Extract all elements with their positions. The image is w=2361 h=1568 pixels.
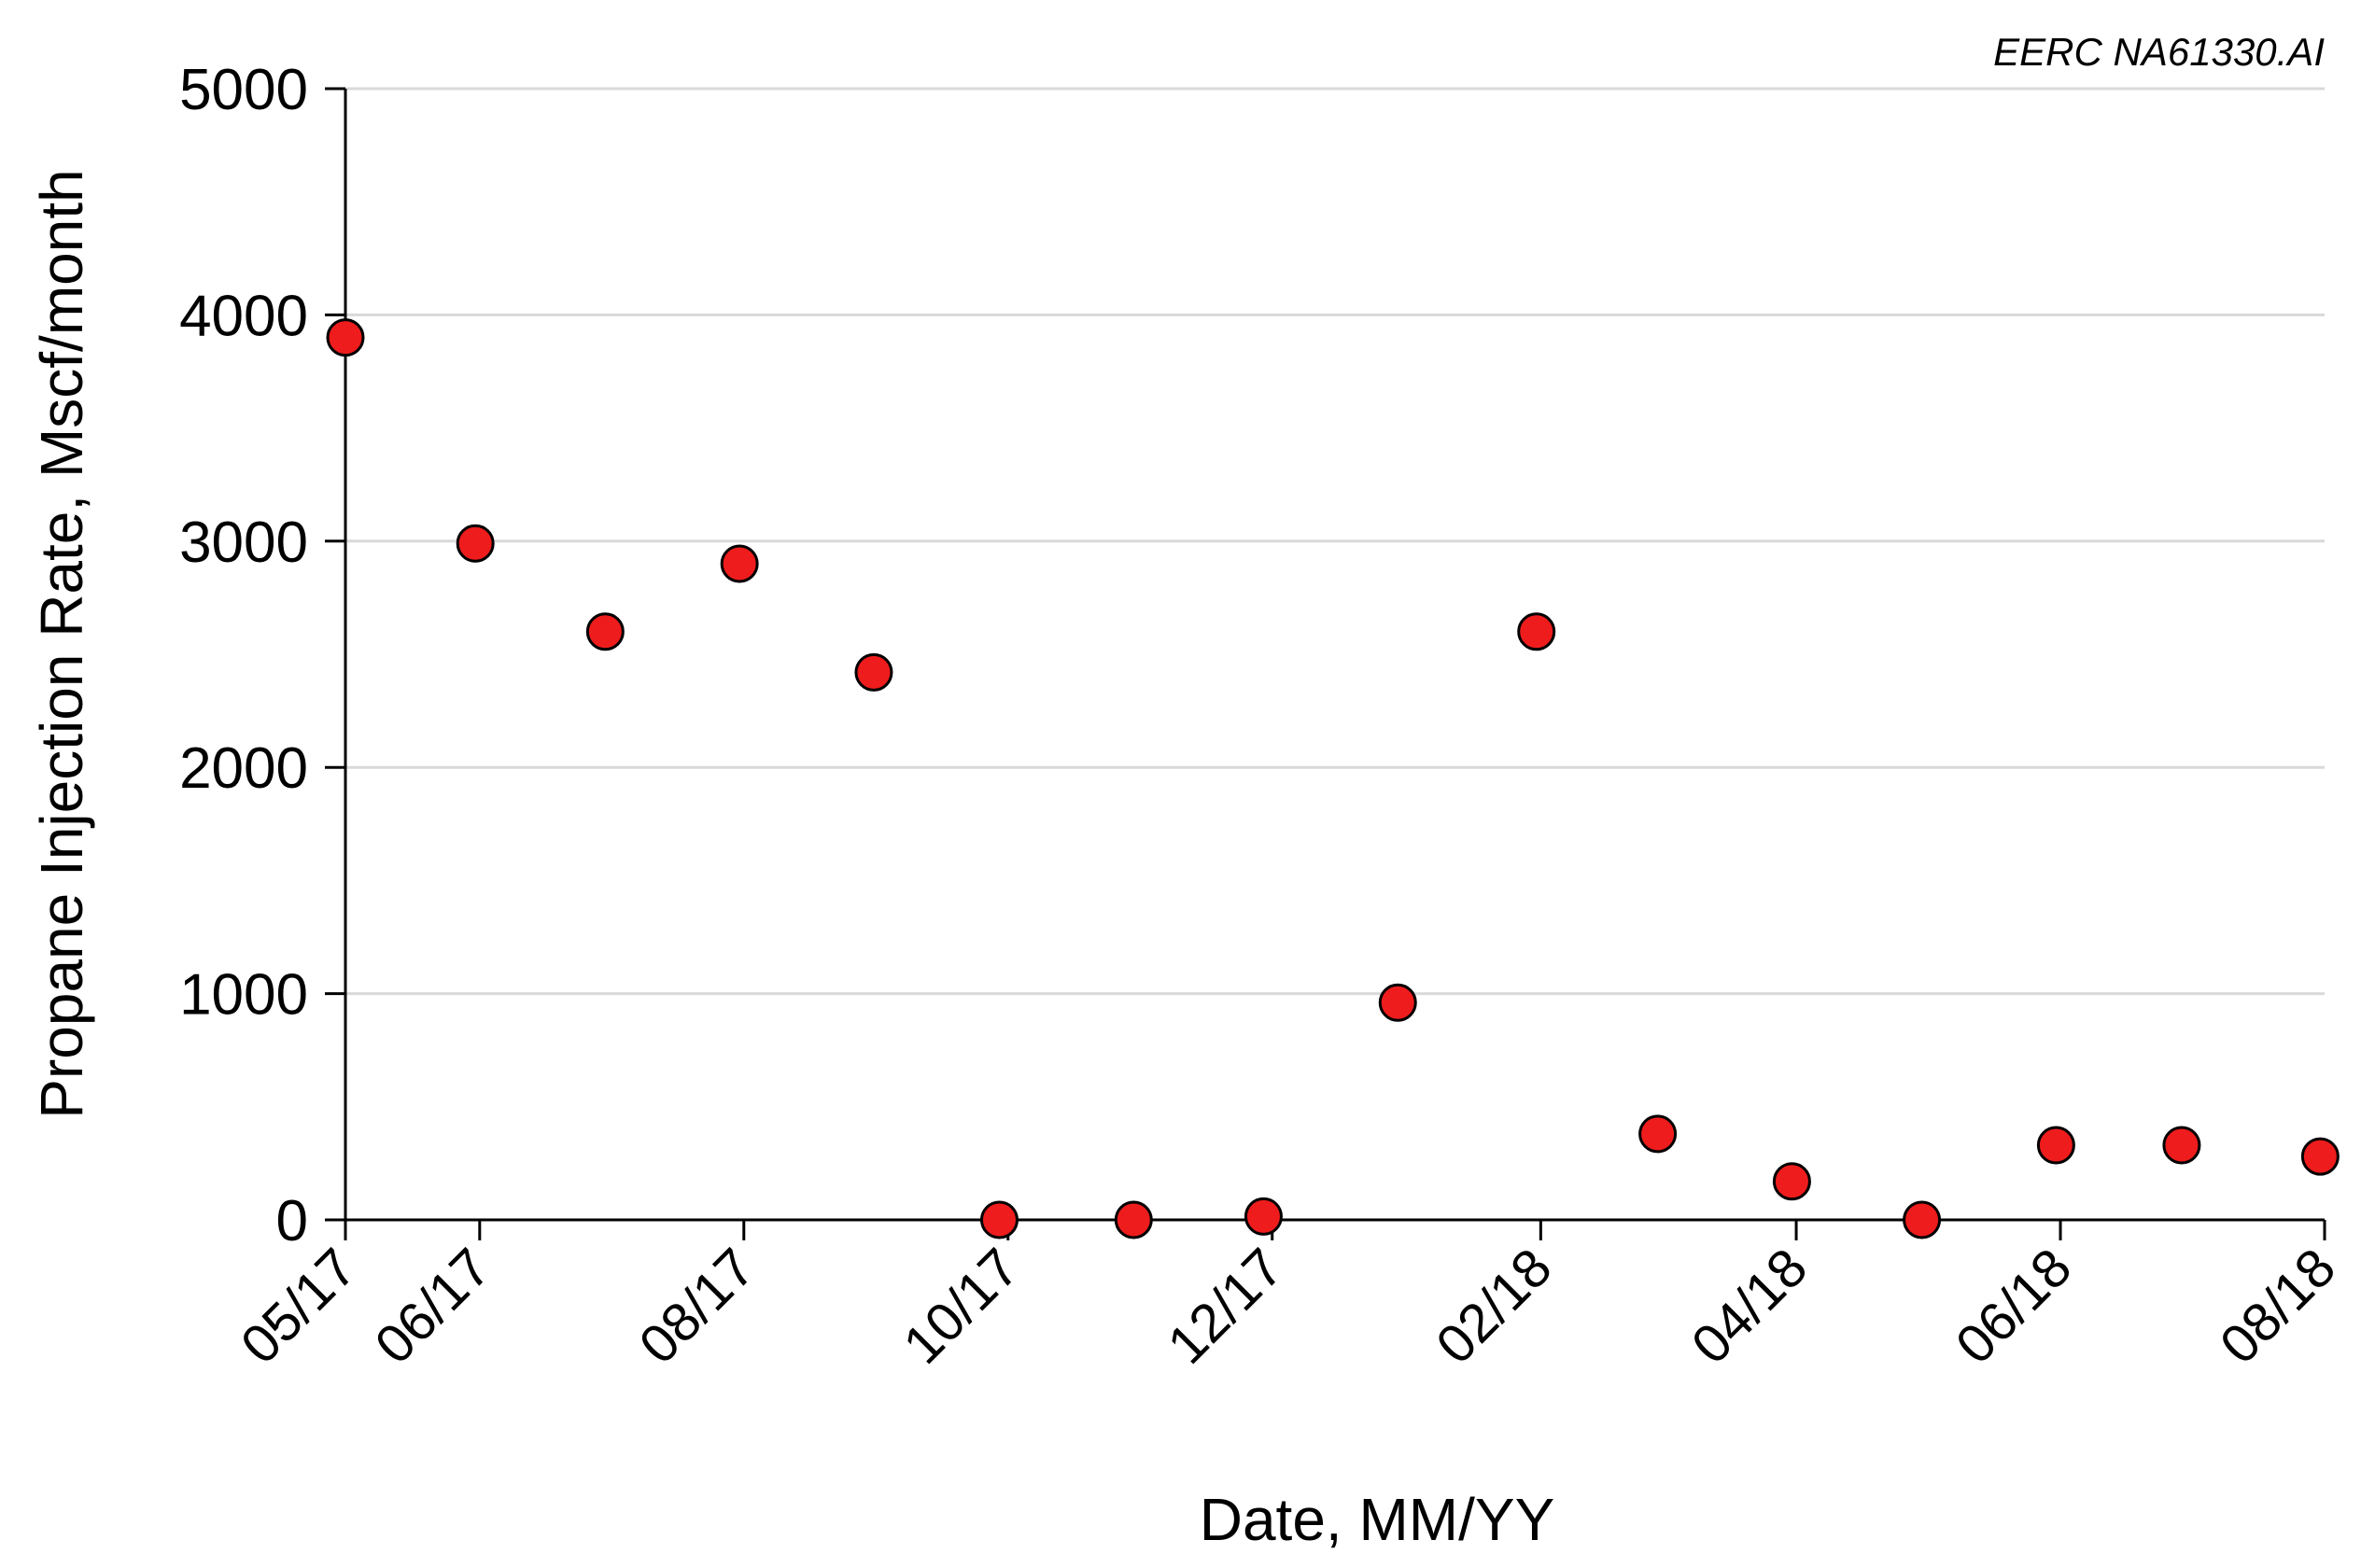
x-tick-label: 06/17 xyxy=(363,1237,502,1376)
y-axis-title: Propane Injection Rate, Mscf/month xyxy=(28,169,95,1118)
x-tick-label: 12/17 xyxy=(1156,1237,1295,1376)
data-point xyxy=(2300,1137,2340,1176)
figure-credit: EERC NA61330.AI xyxy=(1993,30,2325,74)
data-point xyxy=(2036,1126,2075,1165)
data-point xyxy=(2162,1126,2201,1165)
data-point xyxy=(854,652,893,692)
x-tick-label: 08/17 xyxy=(627,1237,766,1376)
x-axis-title: Date, MM/YY xyxy=(1200,1486,1555,1553)
x-tick-label: 02/18 xyxy=(1425,1237,1564,1376)
data-point xyxy=(1378,983,1417,1022)
y-tick-label: 4000 xyxy=(179,284,308,348)
data-point xyxy=(1772,1162,1811,1201)
x-tick-label: 08/18 xyxy=(2209,1237,2348,1376)
x-tick-label: 10/17 xyxy=(892,1237,1031,1376)
x-tick-label: 04/18 xyxy=(1680,1237,1820,1376)
data-point xyxy=(979,1200,1019,1239)
y-axis-ticks: 0 1000 2000 3000 4000 5000 xyxy=(179,58,345,1253)
data-point xyxy=(585,612,625,651)
y-tick-label: 5000 xyxy=(179,58,308,122)
data-point xyxy=(1903,1200,1942,1239)
data-point xyxy=(1114,1200,1153,1239)
x-tick-label: 05/17 xyxy=(230,1237,369,1376)
data-point xyxy=(456,524,495,563)
data-point xyxy=(1638,1114,1678,1154)
y-tick-label: 0 xyxy=(276,1189,308,1253)
gridlines xyxy=(345,87,2325,996)
data-point xyxy=(326,318,365,357)
y-tick-label: 2000 xyxy=(179,736,308,801)
y-tick-label: 3000 xyxy=(179,511,308,575)
data-point xyxy=(1244,1197,1283,1236)
y-tick-label: 1000 xyxy=(179,963,308,1028)
data-point xyxy=(720,544,759,583)
data-point xyxy=(1517,612,1556,651)
x-tick-label: 06/18 xyxy=(1945,1237,2084,1376)
data-points xyxy=(326,318,2340,1239)
